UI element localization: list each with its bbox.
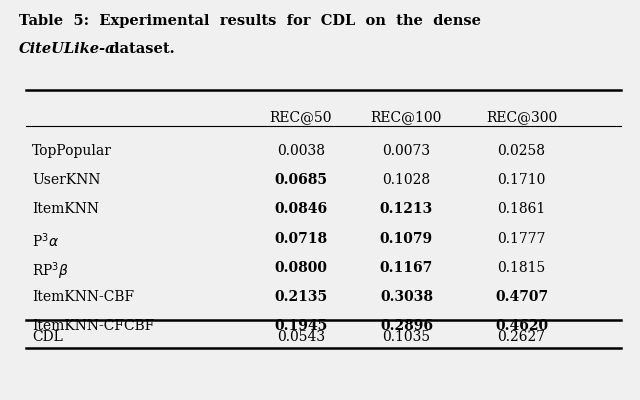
Text: UserKNN: UserKNN: [32, 173, 100, 187]
Text: 0.1167: 0.1167: [380, 261, 433, 275]
Text: REC@100: REC@100: [371, 110, 442, 124]
Text: REC@300: REC@300: [486, 110, 557, 124]
Text: 0.1213: 0.1213: [380, 202, 433, 216]
Text: 0.0543: 0.0543: [276, 330, 325, 344]
Text: 0.3038: 0.3038: [380, 290, 433, 304]
Text: 0.0800: 0.0800: [275, 261, 327, 275]
Text: P$^3\alpha$: P$^3\alpha$: [32, 232, 59, 250]
Text: CiteULike-a: CiteULike-a: [19, 42, 116, 56]
Text: REC@50: REC@50: [269, 110, 332, 124]
Text: 0.1035: 0.1035: [382, 330, 431, 344]
Text: 0.1777: 0.1777: [497, 232, 546, 246]
Text: 0.0038: 0.0038: [276, 144, 324, 158]
Text: 0.1861: 0.1861: [497, 202, 546, 216]
Text: 0.0685: 0.0685: [275, 173, 327, 187]
Text: ItemKNN-CBF: ItemKNN-CBF: [32, 290, 134, 304]
Text: 0.0846: 0.0846: [274, 202, 328, 216]
Text: ItemKNN: ItemKNN: [32, 202, 99, 216]
Text: 0.0073: 0.0073: [382, 144, 431, 158]
Text: 0.1028: 0.1028: [382, 173, 431, 187]
Text: 0.1079: 0.1079: [380, 232, 433, 246]
Text: 0.4620: 0.4620: [495, 319, 548, 333]
Text: 0.0718: 0.0718: [274, 232, 328, 246]
Text: 0.1710: 0.1710: [497, 173, 546, 187]
Text: 0.0258: 0.0258: [497, 144, 545, 158]
Text: 0.2627: 0.2627: [497, 330, 546, 344]
Text: 0.1815: 0.1815: [497, 261, 546, 275]
Text: 0.4707: 0.4707: [495, 290, 548, 304]
Text: 0.2135: 0.2135: [274, 290, 328, 304]
Text: ItemKNN-CFCBF: ItemKNN-CFCBF: [32, 319, 154, 333]
Text: dataset.: dataset.: [99, 42, 175, 56]
Text: RP$^3\beta$: RP$^3\beta$: [32, 261, 69, 282]
Text: CDL: CDL: [32, 330, 63, 344]
Text: 0.1945: 0.1945: [274, 319, 328, 333]
Text: 0.2896: 0.2896: [380, 319, 433, 333]
Text: Table  5:  Experimental  results  for  CDL  on  the  dense: Table 5: Experimental results for CDL on…: [19, 14, 481, 28]
Text: TopPopular: TopPopular: [32, 144, 112, 158]
